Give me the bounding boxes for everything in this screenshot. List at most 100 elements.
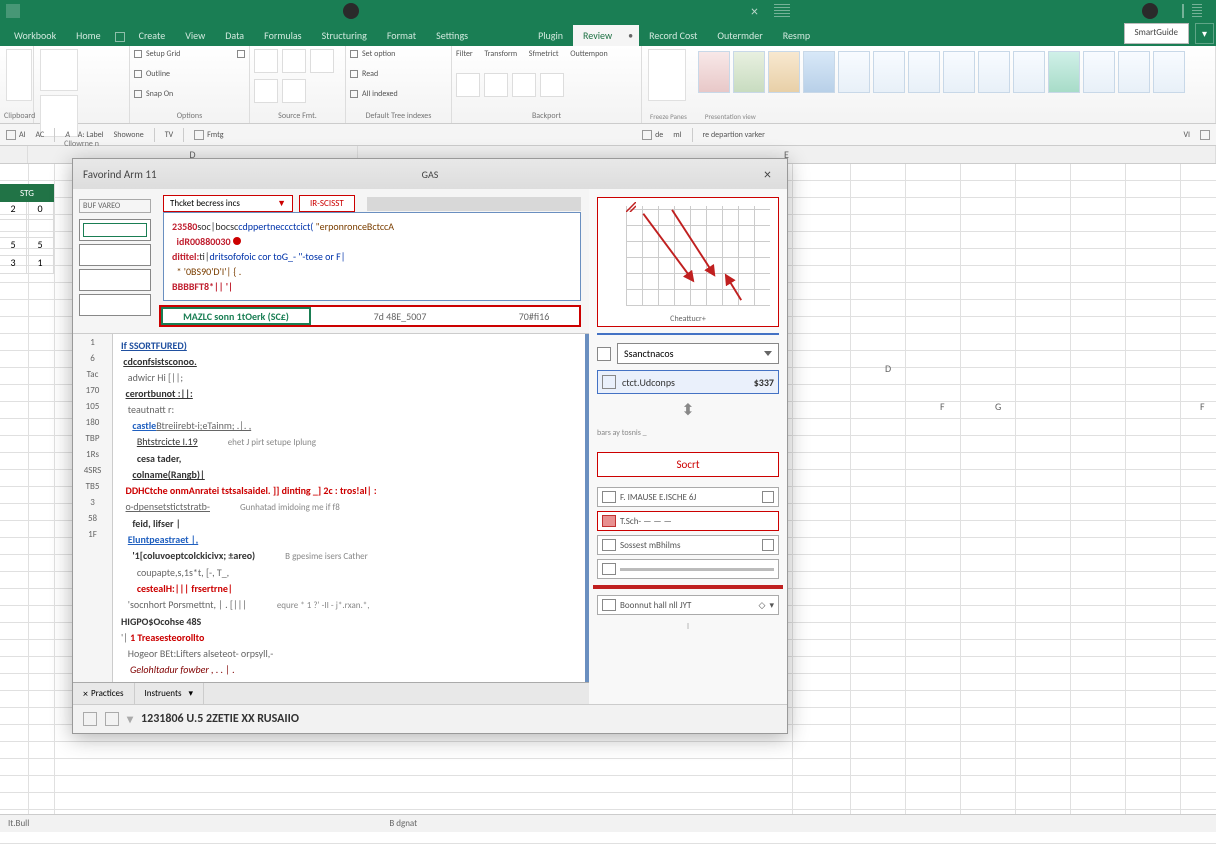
- check-icon[interactable]: [350, 70, 358, 78]
- title-bar: ×: [0, 0, 1216, 22]
- end-icon: [762, 491, 774, 503]
- chart-preview[interactable]: Cheattucr+: [597, 197, 779, 327]
- tab-12[interactable]: Outermder: [707, 25, 772, 46]
- dialog-titlebar[interactable]: Favorind Arm 11 GAS ×: [73, 159, 787, 189]
- tab-11[interactable]: Record Cost: [639, 25, 707, 46]
- status-bar: It.Bull B dgnat: [0, 814, 1216, 832]
- tab-10[interactable]: Review: [573, 25, 622, 46]
- align-r-button[interactable]: [310, 49, 334, 73]
- divider: [1182, 4, 1184, 18]
- sort-button[interactable]: [484, 73, 508, 97]
- status-mode: It.Bull: [8, 818, 29, 829]
- style-gallery[interactable]: [696, 49, 1187, 101]
- option-row[interactable]: Sossest mBhilms: [597, 535, 779, 555]
- code-editor[interactable]: If SSORTFURED) cdconfsistsconoo. adwicr …: [113, 334, 589, 682]
- filter-button[interactable]: [456, 73, 480, 97]
- series-dropdown[interactable]: Ssanctnacos: [617, 343, 779, 364]
- thumbnail[interactable]: [79, 219, 151, 241]
- tab-2[interactable]: Create: [129, 25, 176, 46]
- group-label: Source Fmt.: [254, 111, 341, 121]
- item-label: Al: [19, 130, 25, 140]
- maximize-icon[interactable]: [1192, 4, 1202, 18]
- cell[interactable]: 5: [27, 238, 54, 255]
- dialog-close-button[interactable]: ×: [758, 164, 777, 185]
- editor-tab[interactable]: ×Practices: [73, 683, 135, 704]
- opt-label: Set option: [362, 49, 395, 59]
- tab-7[interactable]: Format: [377, 25, 426, 46]
- avatar-icon[interactable]: [343, 3, 359, 19]
- option-row-active[interactable]: T.Sch- — — —: [597, 511, 779, 531]
- option-row[interactable]: Boonnut hall nll JYT◇ ▾: [597, 595, 779, 615]
- value-box[interactable]: ctct.Udconps $337: [597, 370, 779, 394]
- check-icon[interactable]: [350, 90, 358, 98]
- paste-button[interactable]: [6, 49, 32, 101]
- value-label: ctct.Udconps: [622, 376, 675, 389]
- indent-button[interactable]: [254, 79, 278, 103]
- smart-guide-button[interactable]: SmartGuide: [1124, 23, 1189, 44]
- grip-icon: [774, 4, 790, 18]
- menu-icon[interactable]: [115, 32, 125, 42]
- close-icon[interactable]: ×: [751, 3, 758, 20]
- check-icon[interactable]: [134, 70, 142, 78]
- selector-dropdown[interactable]: Thcket becress incs ▼: [163, 195, 293, 212]
- tab-9[interactable]: Plugin: [528, 25, 573, 46]
- thumbnail[interactable]: [79, 269, 151, 291]
- option-label: Sossest mBhilms: [620, 540, 681, 551]
- cell[interactable]: [0, 220, 27, 237]
- cell[interactable]: 0: [27, 202, 54, 219]
- line-numbers: 16 Tac170 105180 TBP1Rs 4SRSTB5 358 1F: [73, 334, 113, 682]
- freeze-button[interactable]: [648, 49, 686, 101]
- option-row[interactable]: F. IMAUSE E.ISCHE 6J: [597, 487, 779, 507]
- check-icon[interactable]: [134, 50, 142, 58]
- calc-icon: [602, 375, 616, 389]
- group-button[interactable]: [512, 73, 536, 97]
- cell[interactable]: 2: [0, 202, 27, 219]
- thumbnail[interactable]: [79, 294, 151, 316]
- expand-icon[interactable]: [626, 202, 636, 212]
- editor-tab[interactable]: Instruents▾: [135, 683, 205, 704]
- highlight-value: 7d 48E_5007: [311, 307, 489, 325]
- cell[interactable]: [27, 220, 54, 237]
- opt-label: All indexed: [362, 89, 398, 99]
- highlight-row[interactable]: MAZLC sonn 1tOerk (SC£) 7d 48E_5007 70#f…: [159, 305, 581, 327]
- align-c-button[interactable]: [282, 49, 306, 73]
- cell[interactable]: 1: [27, 256, 54, 273]
- avatar2-icon[interactable]: [1142, 3, 1158, 19]
- option-icon: [602, 599, 616, 611]
- slider-row[interactable]: [597, 559, 779, 579]
- value-amount: $337: [754, 376, 774, 389]
- highlight-name: MAZLC sonn 1tOerk (SC£): [161, 307, 311, 325]
- tab-1[interactable]: Home: [66, 25, 110, 46]
- tab-pin[interactable]: •: [622, 25, 639, 46]
- tab-8[interactable]: Settings: [426, 25, 478, 46]
- first-page-button[interactable]: [83, 712, 97, 726]
- cell[interactable]: 5: [0, 238, 27, 255]
- highlight-value2: 70#fi16: [489, 307, 579, 325]
- font-button[interactable]: [40, 49, 78, 91]
- close-icon[interactable]: ×: [83, 687, 88, 700]
- selector-label: Thcket becress incs: [170, 198, 240, 209]
- outdent-button[interactable]: [282, 79, 306, 103]
- align-l-button[interactable]: [254, 49, 278, 73]
- sort-button[interactable]: Socrt: [597, 452, 779, 477]
- action-button[interactable]: IR-SCISST: [299, 195, 355, 212]
- item-label: VI: [1183, 130, 1190, 140]
- tab-0[interactable]: Workbook: [4, 25, 66, 46]
- more-button[interactable]: [540, 73, 564, 97]
- row-col-corner[interactable]: [0, 146, 28, 163]
- cell[interactable]: 3: [0, 256, 27, 273]
- tab-6[interactable]: Structuring: [312, 25, 377, 46]
- check-icon[interactable]: [237, 50, 245, 58]
- prev-page-button[interactable]: [105, 712, 119, 726]
- tab-13[interactable]: Resmp: [773, 25, 820, 46]
- col-D: D: [885, 362, 891, 375]
- thumbnail[interactable]: [79, 244, 151, 266]
- tabs-dropdown[interactable]: ▾: [1195, 23, 1214, 44]
- check-icon[interactable]: [350, 50, 358, 58]
- tab-5[interactable]: Formulas: [254, 25, 311, 46]
- tab-4[interactable]: Data: [215, 25, 254, 46]
- tab-3[interactable]: View: [175, 25, 215, 46]
- check-icon[interactable]: [134, 90, 142, 98]
- col-H: F: [1200, 400, 1205, 413]
- option-icon: [602, 563, 616, 575]
